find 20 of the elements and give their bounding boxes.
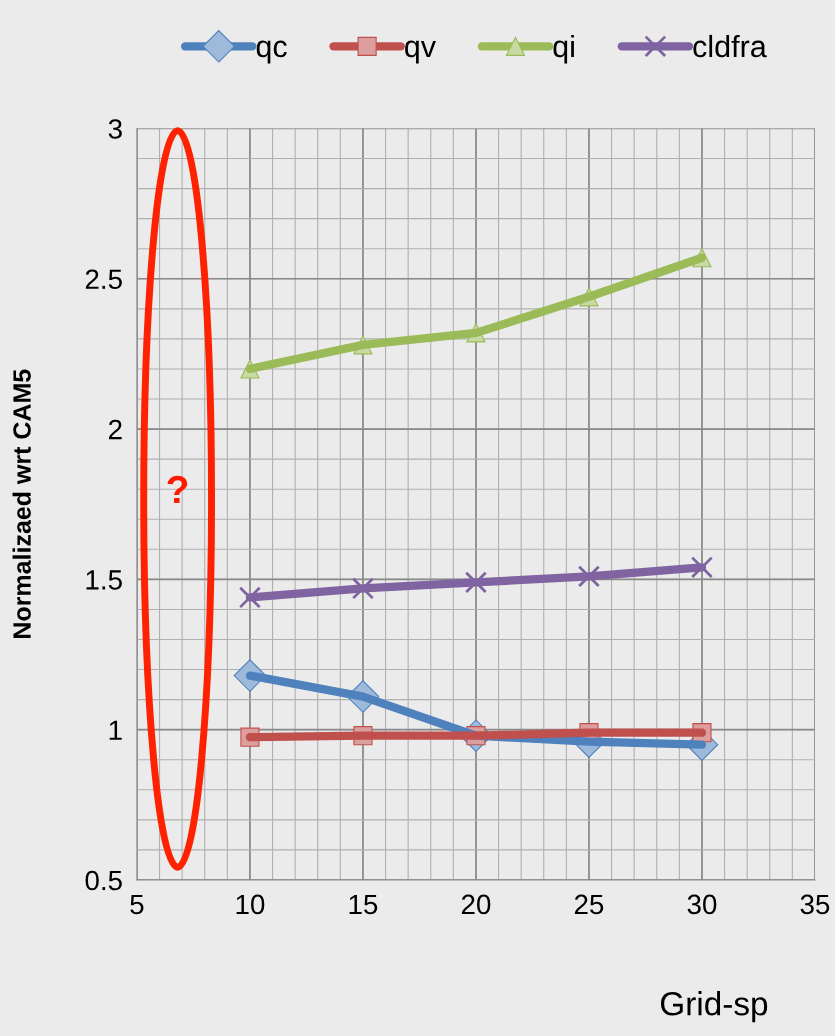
- x-axis-title: Grid-sp: [660, 991, 768, 1023]
- y-tick-label: 1: [109, 720, 122, 740]
- legend-label: qv: [405, 40, 436, 64]
- y-tick-label: 0.5: [85, 870, 122, 891]
- y-tick-label: 2.5: [85, 269, 122, 290]
- x-tick-label: 20: [461, 894, 491, 915]
- y-tick-label: 2: [109, 419, 122, 440]
- legend-label: cldfra: [693, 34, 767, 58]
- x-tick-label: 15: [349, 894, 378, 915]
- x-tick-label: 25: [574, 894, 604, 915]
- x-tick-label: 10: [236, 894, 265, 915]
- legend-label: qi: [553, 34, 574, 64]
- x-tick-label: 5: [130, 894, 144, 915]
- legend-label: qc: [256, 40, 287, 64]
- annotation: ?: [167, 475, 188, 503]
- x-tick-label: 30: [687, 894, 717, 915]
- x-tick-label: 35: [800, 894, 830, 915]
- y-tick-label: 3: [108, 119, 122, 139]
- y-tick-label: 1.5: [86, 570, 122, 590]
- y-axis-title: Normalizaed wrt CAM5: [12, 369, 31, 638]
